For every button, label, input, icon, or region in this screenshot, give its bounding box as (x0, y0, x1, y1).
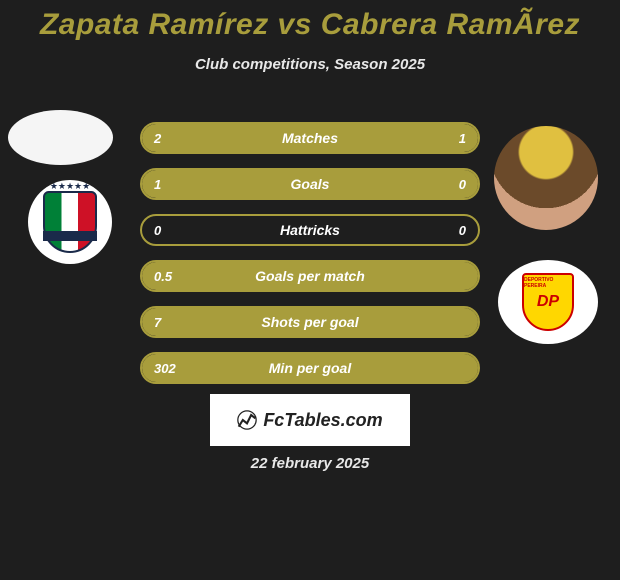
club-left-stars: ★★★★★ (45, 181, 95, 192)
fctables-logo-icon (237, 410, 257, 430)
comparison-subtitle: Club competitions, Season 2025 (0, 56, 620, 73)
comparison-date: 22 february 2025 (0, 455, 620, 472)
stat-label: Goals per match (142, 268, 478, 284)
stat-label: Min per goal (142, 360, 478, 376)
club-right-shield-icon: DEPORTIVO PEREIRA DP (522, 273, 574, 331)
stat-row: 1Goals0 (140, 168, 480, 200)
club-left-band (43, 231, 97, 241)
club-right-initials: DP (537, 293, 559, 311)
club-left-badge: ★★★★★ (28, 180, 112, 264)
fctables-watermark: FcTables.com (210, 394, 410, 446)
stat-row: 302Min per goal (140, 352, 480, 384)
stat-value-right: 1 (459, 131, 466, 146)
club-right-badge: DEPORTIVO PEREIRA DP (498, 260, 598, 344)
player-right-avatar (494, 126, 598, 230)
stat-row: 7Shots per goal (140, 306, 480, 338)
stat-row: 2Matches1 (140, 122, 480, 154)
fctables-label: FcTables.com (263, 410, 382, 431)
stats-list: 2Matches11Goals00Hattricks00.5Goals per … (140, 122, 480, 398)
stat-label: Goals (142, 176, 478, 192)
stat-label: Shots per goal (142, 314, 478, 330)
club-left-shield-icon: ★★★★★ (43, 191, 97, 253)
stat-row: 0.5Goals per match (140, 260, 480, 292)
stat-row: 0Hattricks0 (140, 214, 480, 246)
stat-value-right: 0 (459, 223, 466, 238)
stat-value-right: 0 (459, 177, 466, 192)
comparison-title: Zapata Ramírez vs Cabrera RamÃ­rez (0, 0, 620, 42)
stat-label: Hattricks (142, 222, 478, 238)
player-left-avatar (8, 110, 113, 165)
club-right-top-text: DEPORTIVO PEREIRA (524, 277, 572, 289)
stat-label: Matches (142, 130, 478, 146)
